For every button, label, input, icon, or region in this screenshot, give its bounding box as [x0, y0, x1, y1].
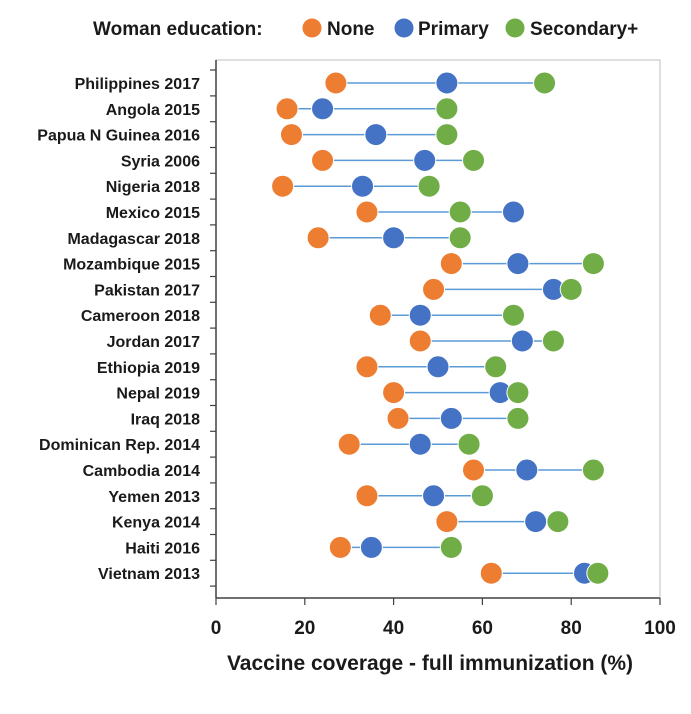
point-none: [386, 406, 410, 430]
category-label: Iraq 2018: [131, 411, 200, 428]
point-none: [311, 148, 335, 172]
category-label: Madagascar 2018: [67, 231, 200, 248]
x-tick-label: 0: [211, 618, 222, 639]
category-label: Mozambique 2015: [63, 257, 200, 274]
point-none: [382, 381, 406, 405]
point-none: [368, 303, 392, 327]
point-secondary: [448, 226, 472, 250]
category-label: Pakistan 2017: [94, 282, 200, 299]
point-primary: [311, 97, 335, 121]
category-label: Nepal 2019: [116, 386, 200, 403]
legend-marker: [302, 18, 322, 38]
category-label: Kenya 2014: [112, 515, 200, 532]
point-none: [324, 71, 348, 95]
point-secondary: [501, 303, 525, 327]
point-primary: [422, 484, 446, 508]
point-primary: [501, 200, 525, 224]
point-primary: [382, 226, 406, 250]
category-label: Angola 2015: [106, 102, 200, 119]
legend-title: Woman education:: [93, 19, 263, 40]
point-secondary: [462, 148, 486, 172]
legend-label: None: [327, 19, 375, 40]
point-primary: [506, 252, 530, 276]
point-none: [479, 561, 503, 585]
point-primary: [351, 174, 375, 198]
point-primary: [435, 71, 459, 95]
category-label: Yemen 2013: [108, 489, 200, 506]
x-tick-label: 60: [472, 618, 493, 639]
point-secondary: [546, 510, 570, 534]
point-none: [279, 123, 303, 147]
point-secondary: [533, 71, 557, 95]
point-primary: [439, 406, 463, 430]
point-secondary: [506, 381, 530, 405]
point-secondary: [586, 561, 610, 585]
point-primary: [524, 510, 548, 534]
point-primary: [359, 535, 383, 559]
x-tick-label: 40: [383, 618, 404, 639]
point-secondary: [470, 484, 494, 508]
point-secondary: [457, 432, 481, 456]
point-none: [355, 484, 379, 508]
category-label: Papua N Guinea 2016: [37, 128, 200, 145]
point-none: [275, 97, 299, 121]
legend-marker: [505, 18, 525, 38]
point-primary: [510, 329, 534, 353]
category-label: Nigeria 2018: [106, 179, 200, 196]
point-primary: [413, 148, 437, 172]
point-secondary: [417, 174, 441, 198]
point-primary: [426, 355, 450, 379]
point-secondary: [541, 329, 565, 353]
point-secondary: [435, 97, 459, 121]
point-secondary: [506, 406, 530, 430]
point-secondary: [439, 535, 463, 559]
x-tick-label: 20: [294, 618, 315, 639]
x-tick-label: 80: [561, 618, 582, 639]
point-secondary: [581, 458, 605, 482]
point-primary: [408, 432, 432, 456]
point-none: [408, 329, 432, 353]
category-label: Vietnam 2013: [98, 566, 200, 583]
point-none: [355, 355, 379, 379]
category-label: Syria 2006: [121, 153, 200, 170]
category-label: Cameroon 2018: [81, 308, 200, 325]
point-none: [271, 174, 295, 198]
point-none: [439, 252, 463, 276]
point-secondary: [448, 200, 472, 224]
point-none: [422, 277, 446, 301]
x-axis-title: Vaccine coverage - full immunization (%): [227, 652, 633, 675]
point-primary: [408, 303, 432, 327]
category-label: Ethiopia 2019: [97, 360, 200, 377]
category-label: Dominican Rep. 2014: [39, 437, 200, 454]
category-label: Philippines 2017: [75, 76, 200, 93]
point-none: [435, 510, 459, 534]
point-none: [355, 200, 379, 224]
legend-label: Secondary+: [530, 19, 638, 40]
point-primary: [364, 123, 388, 147]
point-secondary: [559, 277, 583, 301]
category-label: Mexico 2015: [106, 205, 200, 222]
category-label: Jordan 2017: [107, 334, 200, 351]
point-none: [462, 458, 486, 482]
point-secondary: [581, 252, 605, 276]
point-primary: [515, 458, 539, 482]
point-none: [306, 226, 330, 250]
point-secondary: [435, 123, 459, 147]
category-label: Haiti 2016: [125, 540, 200, 557]
point-none: [328, 535, 352, 559]
point-none: [337, 432, 361, 456]
legend-marker: [394, 18, 414, 38]
point-secondary: [484, 355, 508, 379]
legend-label: Primary: [418, 19, 489, 40]
x-tick-label: 100: [644, 618, 676, 639]
category-label: Cambodia 2014: [83, 463, 200, 480]
